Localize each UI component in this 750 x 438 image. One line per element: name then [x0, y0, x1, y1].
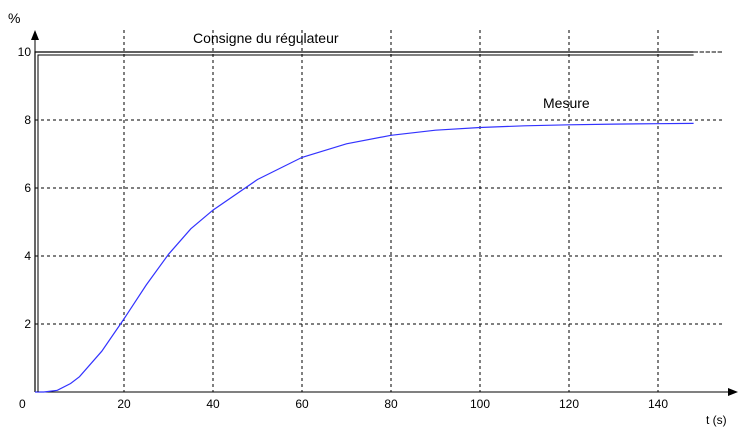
grid — [35, 30, 722, 392]
x-tick-label: 20 — [117, 397, 131, 411]
y-tick-label: 4 — [24, 249, 31, 263]
y-axis-arrow-icon — [31, 30, 39, 40]
x-axis-label: t (s) — [706, 413, 727, 427]
x-axis-arrow-icon — [728, 388, 738, 396]
tick-labels: 20 40 60 80 100 120 140 2 4 6 8 10 — [18, 45, 669, 411]
x-tick-label: 100 — [470, 397, 490, 411]
x-tick-label: 140 — [648, 397, 668, 411]
y-tick-label: 8 — [24, 113, 31, 127]
axes — [31, 30, 738, 396]
x-tick-label: 40 — [206, 397, 220, 411]
measure-series-label: Mesure — [543, 95, 590, 111]
y-axis-label: % — [8, 10, 20, 26]
x-tick-label: 80 — [384, 397, 398, 411]
setpoint-line-inner-edge — [37, 54, 694, 392]
origin-label: 0 — [19, 397, 26, 411]
setpoint-line — [34, 51, 694, 392]
measure-line — [35, 122, 694, 393]
series — [34, 51, 722, 393]
y-tick-label: 2 — [24, 317, 31, 331]
x-tick-label: 60 — [295, 397, 309, 411]
setpoint-series-label: Consigne du régulateur — [193, 30, 339, 46]
x-tick-label: 120 — [559, 397, 579, 411]
y-tick-label: 6 — [24, 181, 31, 195]
y-tick-label: 10 — [18, 45, 32, 59]
